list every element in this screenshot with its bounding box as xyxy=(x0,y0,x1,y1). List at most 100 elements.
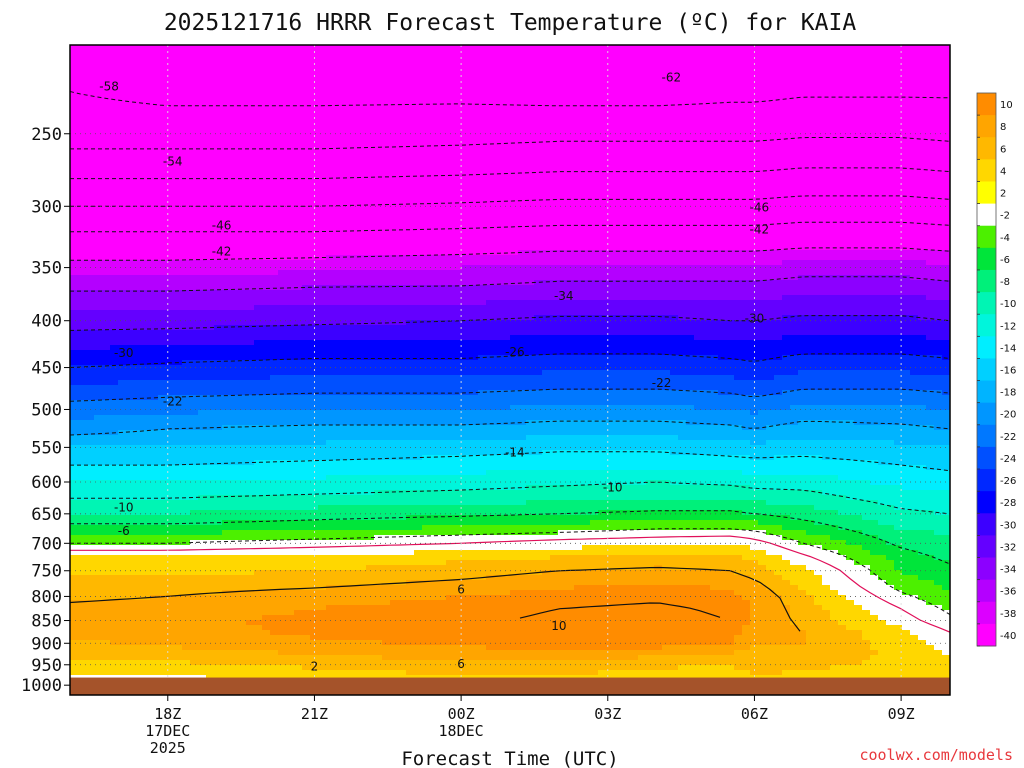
temperature-cell xyxy=(78,255,87,261)
temperature-cell xyxy=(214,355,223,361)
temperature-cell xyxy=(334,50,343,56)
temperature-cell xyxy=(334,265,343,271)
temperature-cell xyxy=(222,550,231,556)
temperature-cell xyxy=(278,275,287,281)
temperature-cell xyxy=(174,285,183,291)
temperature-cell xyxy=(286,550,295,556)
temperature-cell xyxy=(150,105,159,111)
temperature-cell xyxy=(238,495,247,501)
temperature-cell xyxy=(246,430,255,436)
temperature-cell xyxy=(118,270,127,276)
temperature-cell xyxy=(302,395,311,401)
temperature-cell xyxy=(94,400,103,406)
temperature-cell xyxy=(118,170,127,176)
temperature-cell xyxy=(94,230,103,236)
temperature-cell xyxy=(310,405,319,411)
temperature-cell xyxy=(366,485,375,491)
temperature-cell xyxy=(254,300,263,306)
temperature-cell xyxy=(142,485,151,491)
temperature-cell xyxy=(158,635,167,641)
temperature-cell xyxy=(110,390,119,396)
temperature-cell xyxy=(110,205,119,211)
temperature-cell xyxy=(206,185,215,191)
temperature-cell xyxy=(70,370,79,376)
temperature-cell xyxy=(334,375,343,381)
temperature-cell xyxy=(166,610,175,616)
temperature-cell xyxy=(254,660,263,666)
temperature-cell xyxy=(254,60,263,66)
temperature-cell xyxy=(110,490,119,496)
temperature-cell xyxy=(102,565,111,571)
temperature-cell xyxy=(198,255,207,261)
temperature-cell xyxy=(262,405,271,411)
temperature-cell xyxy=(254,630,263,636)
temperature-cell xyxy=(118,520,127,526)
temperature-cell xyxy=(246,280,255,286)
temperature-cell xyxy=(326,165,335,171)
temperature-cell xyxy=(270,230,279,236)
temperature-cell xyxy=(254,615,263,621)
temperature-cell xyxy=(142,605,151,611)
temperature-cell xyxy=(358,60,367,66)
temperature-cell xyxy=(190,425,199,431)
temperature-cell xyxy=(174,55,183,61)
temperature-cell xyxy=(166,180,175,186)
temperature-cell xyxy=(166,135,175,141)
temperature-cell xyxy=(110,285,119,291)
temperature-cell xyxy=(230,380,239,386)
temperature-cell xyxy=(166,90,175,96)
temperature-cell xyxy=(238,295,247,301)
temperature-cell xyxy=(150,320,159,326)
temperature-cell xyxy=(142,575,151,581)
temperature-cell xyxy=(190,170,199,176)
temperature-cell xyxy=(110,620,119,626)
temperature-cell xyxy=(126,205,135,211)
temperature-cell xyxy=(190,510,199,516)
temperature-cell xyxy=(78,390,87,396)
temperature-cell xyxy=(270,55,279,61)
temperature-cell xyxy=(86,295,95,301)
temperature-cell xyxy=(214,295,223,301)
temperature-cell xyxy=(214,595,223,601)
temperature-cell xyxy=(182,200,191,206)
temperature-cell xyxy=(302,415,311,421)
temperature-cell xyxy=(270,510,279,516)
temperature-cell xyxy=(174,325,183,331)
temperature-cell xyxy=(150,560,159,566)
temperature-cell xyxy=(254,505,263,511)
temperature-cell xyxy=(270,260,279,266)
temperature-cell xyxy=(238,380,247,386)
temperature-cell xyxy=(350,180,359,186)
temperature-cell xyxy=(222,125,231,131)
temperature-cell xyxy=(198,330,207,336)
temperature-cell xyxy=(222,470,231,476)
temperature-cell xyxy=(254,605,263,611)
temperature-cell xyxy=(374,60,383,66)
temperature-cell xyxy=(222,540,231,546)
temperature-cell xyxy=(254,520,263,526)
temperature-cell xyxy=(294,410,303,416)
temperature-cell xyxy=(270,635,279,641)
plot-area: -58-62-54-46-46 -42-42-34-30-30 -26-22-22-… xyxy=(70,45,950,695)
temperature-cell xyxy=(294,210,303,216)
temperature-cell xyxy=(142,165,151,171)
temperature-cell xyxy=(334,535,343,541)
temperature-cell xyxy=(78,630,87,636)
temperature-cell xyxy=(350,95,359,101)
temperature-cell xyxy=(166,480,175,486)
temperature-cell xyxy=(102,440,111,446)
temperature-cell xyxy=(142,280,151,286)
temperature-cell xyxy=(142,340,151,346)
temperature-cell xyxy=(182,465,191,471)
temperature-cell xyxy=(174,110,183,116)
temperature-cell xyxy=(126,385,135,391)
temperature-cell xyxy=(318,100,327,106)
temperature-cell xyxy=(334,165,343,171)
temperature-cell xyxy=(358,175,367,181)
temperature-cell xyxy=(150,240,159,246)
temperature-cell xyxy=(294,80,303,86)
temperature-cell xyxy=(326,85,335,91)
temperature-cell xyxy=(78,260,87,266)
temperature-cell xyxy=(366,475,375,481)
temperature-cell xyxy=(246,325,255,331)
